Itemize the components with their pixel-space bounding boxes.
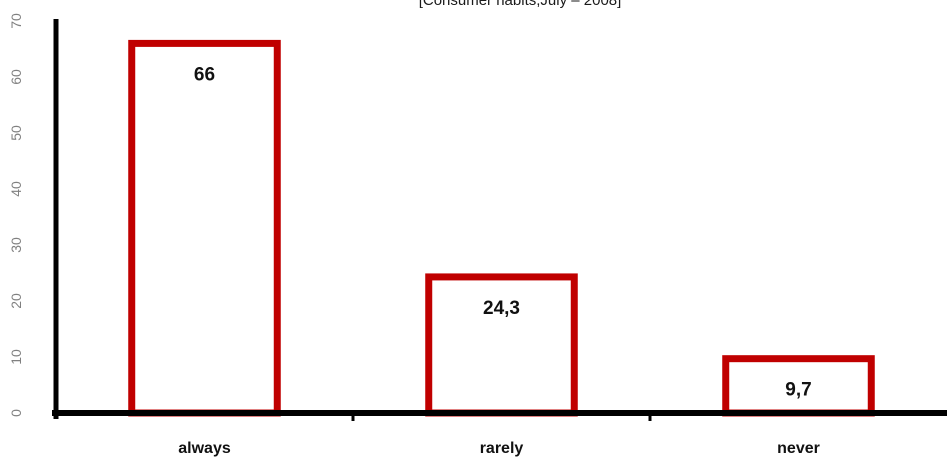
y-tick-label: 50 bbox=[8, 125, 24, 141]
y-tick-label: 40 bbox=[8, 181, 24, 197]
x-tick-label-never: never bbox=[777, 440, 820, 457]
axes bbox=[52, 19, 947, 421]
x-tick-label-rarely: rarely bbox=[480, 440, 524, 457]
chart-subtitle: [Consumer habits,July – 2008] bbox=[419, 0, 622, 9]
data-label-rarely: 24,3 bbox=[483, 298, 520, 319]
y-tick-label: 20 bbox=[8, 293, 24, 309]
y-tick-label: 0 bbox=[8, 409, 24, 417]
data-label-always: 66 bbox=[194, 64, 215, 85]
data-label-never: 9,7 bbox=[785, 380, 811, 401]
x-tick-label-always: always bbox=[178, 440, 231, 457]
bar-always bbox=[128, 39, 281, 417]
y-tick-label: 60 bbox=[8, 69, 24, 85]
y-tick-label: 10 bbox=[8, 349, 24, 365]
y-tick-label: 30 bbox=[8, 237, 24, 253]
x-axis-labels: always rarely never bbox=[178, 440, 820, 457]
bars: 66 24,3 9,7 bbox=[128, 39, 875, 417]
y-axis-ticks: 0 10 20 30 40 50 60 70 bbox=[8, 13, 24, 417]
y-tick-label: 70 bbox=[8, 13, 24, 29]
